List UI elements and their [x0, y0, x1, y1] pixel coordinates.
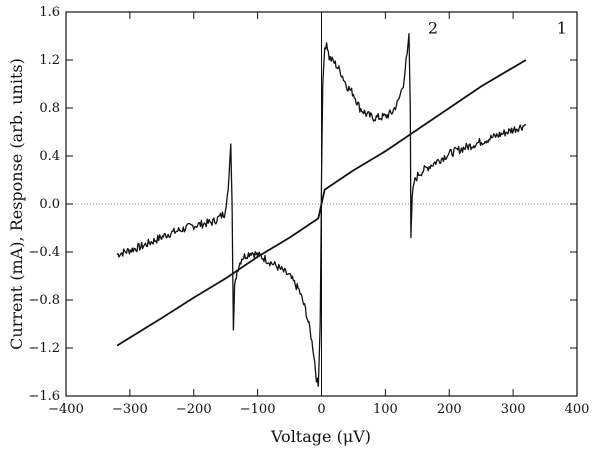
x-tick-label: 200 [437, 402, 462, 417]
tick-labels: −400 −300 −200 −100 0 100 200 300 400 −1.6 −1.2 −0.… [28, 5, 589, 417]
y-tick-label: 0.0 [39, 197, 60, 212]
x-tick-label: 100 [373, 402, 398, 417]
x-axis-label: Voltage (μV) [270, 427, 371, 446]
series-label-2: 2 [428, 19, 438, 38]
y-tick-label: 1.6 [39, 5, 60, 20]
y-tick-label: 0.4 [39, 149, 60, 164]
x-tick-label: −400 [48, 402, 84, 417]
series-labels: 12 [428, 19, 567, 38]
x-tick-label: 300 [501, 402, 526, 417]
series-label-1: 1 [557, 19, 567, 38]
y-tick-label: −0.8 [28, 293, 60, 308]
x-tick-label: −100 [240, 402, 276, 417]
x-tick-label: 0 [317, 402, 325, 417]
x-tick-label: 400 [565, 402, 590, 417]
y-tick-label: −0.4 [28, 245, 60, 260]
axis-ticks [65, 11, 578, 397]
x-tick-label: −200 [176, 402, 212, 417]
y-tick-label: 1.2 [39, 53, 60, 68]
y-tick-label: −1.2 [28, 341, 60, 356]
y-tick-label: 0.8 [39, 101, 60, 116]
series-group [116, 32, 527, 388]
y-tick-label: −1.6 [28, 389, 60, 404]
x-tick-label: −300 [112, 402, 148, 417]
series-2-line [116, 32, 526, 388]
y-axis-label: Current (mA), Response (arb. units) [7, 58, 26, 350]
